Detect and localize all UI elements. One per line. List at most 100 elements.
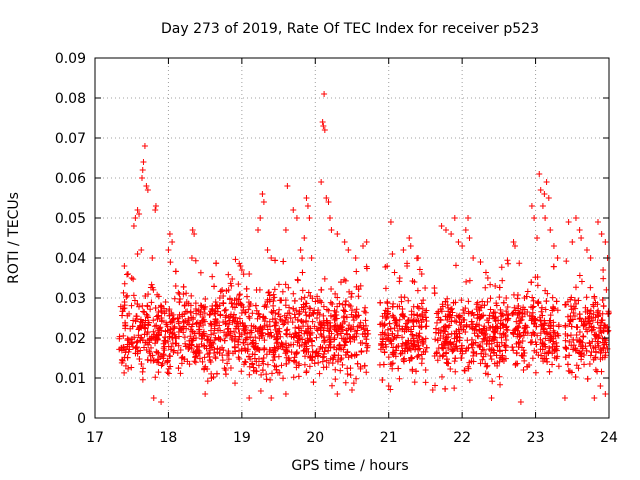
data-point [442,227,449,233]
data-point [584,328,591,335]
data-point [528,203,535,209]
data-point [174,314,181,321]
data-point [302,353,309,360]
data-point [480,335,487,342]
data-point [283,331,290,338]
data-point [344,371,351,378]
data-point [303,368,310,375]
data-point [553,298,560,305]
data-point [602,391,609,397]
data-point [225,350,232,357]
data-point [170,315,177,322]
data-point [576,272,583,279]
data-point [214,349,221,356]
data-point [579,345,586,352]
data-point [363,348,370,355]
data-point [577,350,584,357]
data-point [265,289,272,296]
data-point [188,314,195,321]
data-point [451,385,458,392]
data-point [562,322,569,329]
data-point [579,339,586,346]
data-point [290,305,297,312]
data-point [270,297,277,304]
data-point [361,362,368,369]
data-point [537,336,544,343]
data-point [325,347,332,354]
data-point [152,340,159,347]
data-point [331,343,338,350]
data-point [480,347,487,354]
data-point [503,308,510,315]
data-point [263,376,270,383]
data-point [349,387,355,393]
data-point [257,215,264,221]
data-point [439,353,446,360]
data-point [288,333,295,340]
data-point [227,364,234,371]
data-point [190,335,197,342]
data-point [133,344,140,351]
data-point [502,347,509,354]
data-point [434,357,441,364]
data-point [396,278,403,285]
data-point [298,296,305,303]
data-point [308,255,315,261]
data-point [476,307,483,314]
data-point [483,327,490,334]
data-point [299,336,306,343]
data-point [246,371,253,378]
data-point [215,327,222,334]
data-point [152,207,159,213]
data-point [295,324,302,331]
data-point [486,315,493,322]
data-point [135,332,142,339]
data-point [547,333,554,340]
data-point [418,360,425,367]
data-point [600,339,607,346]
data-point [396,323,403,330]
data-point [573,300,580,307]
data-point [491,315,498,322]
data-point [336,300,343,307]
data-point [182,308,189,315]
data-point [167,353,174,360]
data-point [141,309,148,316]
data-point [387,386,394,393]
data-point [187,309,194,316]
data-point [576,339,583,346]
data-point [155,369,162,376]
data-point [578,235,585,241]
data-point [470,255,477,261]
data-point [587,307,594,314]
data-point [415,352,422,359]
data-point [231,297,238,304]
data-point [122,362,129,369]
data-point [449,346,456,353]
data-point [522,322,529,329]
data-point [151,323,158,330]
data-point [387,325,394,332]
data-point [429,387,436,393]
data-point [298,327,305,334]
data-point [504,311,511,318]
data-point [134,207,141,213]
data-point [451,358,458,365]
x-tick: 23 [527,58,544,446]
data-point [178,326,185,333]
data-point [498,339,505,346]
data-point [119,308,126,315]
data-point [480,353,487,360]
data-point [243,285,250,292]
data-point [520,332,527,339]
data-point [232,333,239,340]
data-point [236,315,243,322]
data-point [317,324,324,331]
data-point [431,290,438,297]
data-point [216,302,223,309]
data-point [390,335,397,342]
data-point [202,296,209,303]
data-point [299,287,306,294]
data-point [578,356,585,363]
data-point [154,291,161,298]
